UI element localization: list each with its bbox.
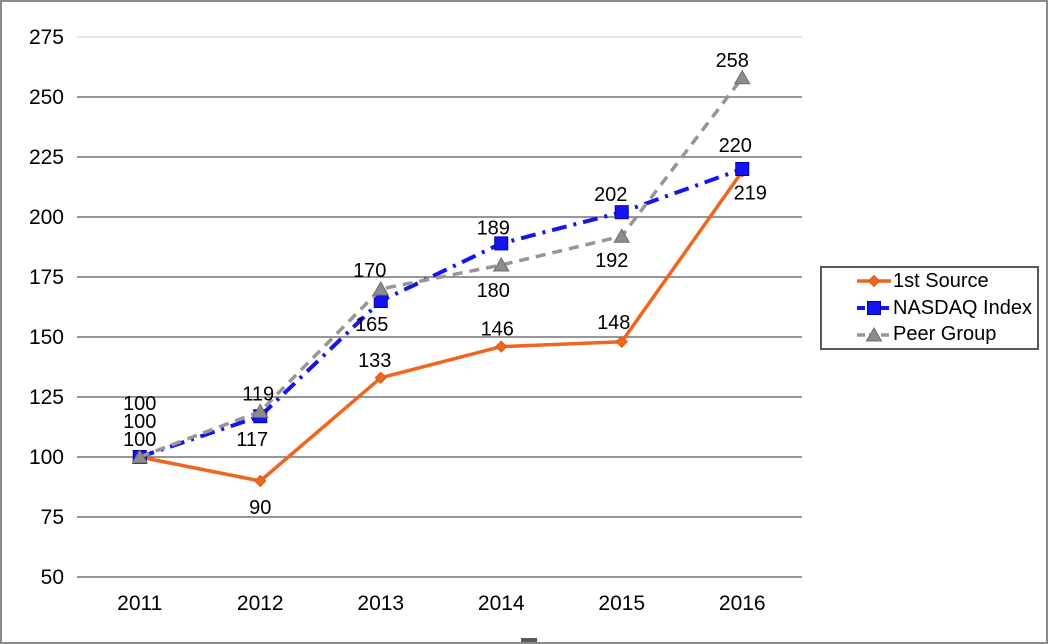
diamond-marker-icon [495, 340, 508, 353]
y-axis-tick-label: 50 [41, 566, 64, 589]
legend-item-nasdaq-index[interactable]: NASDAQ Index [856, 295, 1037, 322]
resize-notch[interactable] [521, 638, 537, 642]
y-axis-tick-label: 225 [29, 146, 64, 169]
data-label: 117 [236, 429, 268, 451]
series-data-labels: 100 90 133 146 148 219 [123, 182, 767, 519]
triangle-marker-icon [865, 326, 883, 342]
y-axis-tick-label: 100 [29, 446, 64, 469]
series-data-labels: 100 119 170 180 192 258 [123, 50, 749, 415]
square-marker-icon [867, 301, 881, 315]
diamond-marker-icon [254, 474, 267, 488]
legend-label: Peer Group [893, 323, 997, 346]
data-label: 133 [358, 350, 391, 372]
series-line [139, 76, 744, 459]
x-axis-labels: 2011 2012 2013 2014 2015 2016 [117, 592, 765, 615]
series-line [139, 167, 743, 459]
legend-item-peer-group[interactable]: Peer Group [856, 321, 1037, 348]
data-label: 100 [123, 411, 156, 433]
x-axis-tick-label: 2015 [598, 592, 645, 615]
series-line [139, 170, 744, 483]
data-label: 219 [734, 182, 767, 204]
data-label: 119 [242, 383, 274, 405]
triangle-marker-icon [372, 280, 390, 296]
series-data-labels: 100 117 165 189 202 220 [123, 135, 752, 451]
legend-item-1st-source[interactable]: 1st Source [856, 268, 1037, 295]
data-label: 100 [123, 429, 156, 451]
legend-label: NASDAQ Index [893, 296, 1032, 319]
data-label: 202 [594, 184, 627, 206]
y-axis-tick-label: 175 [29, 266, 64, 289]
data-label: 146 [481, 319, 514, 341]
square-marker-icon [494, 236, 509, 251]
data-label: 90 [249, 497, 271, 519]
triangle-marker-icon [251, 403, 269, 418]
data-label: 220 [719, 135, 752, 157]
y-axis-tick-label: 75 [41, 506, 64, 529]
y-axis-tick-label: 150 [29, 326, 64, 349]
series-peer-group [131, 69, 751, 464]
series-nasdaq-index [132, 162, 750, 464]
x-axis-tick-label: 2016 [719, 592, 766, 615]
data-label: 258 [716, 50, 749, 72]
square-marker-icon [735, 162, 750, 176]
x-axis-tick-label: 2011 [117, 592, 162, 615]
data-label: 100 [123, 393, 156, 415]
gridlines [77, 36, 802, 578]
legend-triangle-icon [857, 326, 891, 342]
x-axis-tick-label: 2012 [237, 592, 284, 615]
data-label: 189 [477, 217, 510, 239]
data-label: 170 [353, 260, 386, 282]
series-1st-source [133, 165, 749, 488]
square-marker-icon [614, 205, 629, 220]
y-axis-tick-label: 275 [29, 26, 64, 49]
x-axis-tick-label: 2013 [357, 592, 404, 615]
diamond-marker-icon [867, 275, 881, 288]
y-axis-tick-label: 200 [29, 206, 64, 229]
diamond-marker-icon [615, 335, 628, 349]
data-label: 180 [477, 280, 510, 302]
legend-diamond-icon [857, 275, 891, 288]
triangle-marker-icon [492, 256, 510, 272]
data-label: 192 [595, 250, 628, 272]
y-axis-tick-label: 250 [29, 86, 64, 109]
data-label: 148 [597, 312, 630, 334]
diamond-marker-icon [374, 371, 387, 385]
triangle-marker-icon [131, 448, 149, 464]
y-axis-labels: 275 250 225 200 175 150 125 100 75 50 [29, 26, 64, 589]
y-axis-tick-label: 125 [29, 386, 64, 409]
square-marker-icon [373, 294, 388, 308]
triangle-marker-icon [733, 69, 751, 85]
triangle-marker-icon [613, 228, 631, 243]
data-label: 165 [355, 314, 388, 336]
legend-square-icon [857, 301, 891, 315]
legend: 1st Source NASDAQ Index Peer Group [820, 266, 1039, 350]
x-axis-tick-label: 2014 [478, 592, 525, 615]
legend-label: 1st Source [893, 269, 989, 292]
